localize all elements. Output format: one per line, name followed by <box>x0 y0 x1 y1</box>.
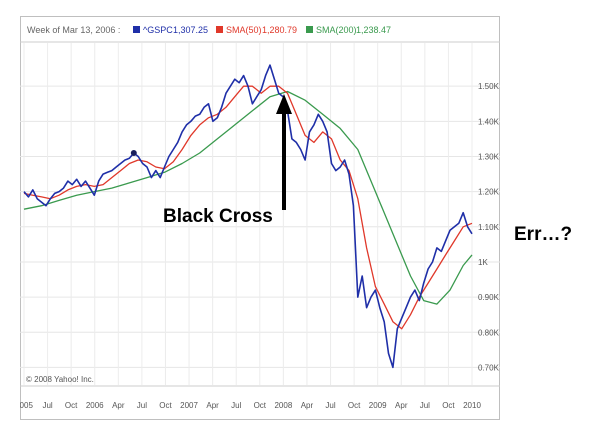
watermark: © 2008 Yahoo! Inc. <box>26 375 94 384</box>
x-tick-label: Apr <box>301 401 314 410</box>
legend-swatch-sma50 <box>216 26 223 33</box>
x-tick-label: 2008 <box>274 401 292 410</box>
y-tick-label: 0.90K <box>478 293 500 302</box>
x-tick-label: 2006 <box>86 401 104 410</box>
y-tick-label: 1.10K <box>478 223 500 232</box>
legend-key-sma200: SMA(200) <box>316 25 357 35</box>
chart-svg: Week of Mar 13, 2006 : ^GSPC 1,307.25 SM… <box>20 16 500 420</box>
x-tick-label: Jul <box>137 401 147 410</box>
x-tick-label: 2007 <box>180 401 198 410</box>
y-tick-label: 1K <box>478 258 488 267</box>
y-tick-label: 0.70K <box>478 363 500 372</box>
x-tick-label: Oct <box>159 401 172 410</box>
hover-marker-point <box>130 149 137 156</box>
price-chart: Week of Mar 13, 2006 : ^GSPC 1,307.25 SM… <box>20 16 500 420</box>
legend-swatch-sma200 <box>306 26 313 33</box>
x-tick-label: Oct <box>254 401 267 410</box>
x-tick-label: Jul <box>231 401 241 410</box>
annotation-err: Err…? <box>514 224 573 245</box>
x-tick-label: Apr <box>395 401 408 410</box>
legend-key-gspc: ^GSPC <box>143 25 173 35</box>
x-tick-label: 2010 <box>463 401 481 410</box>
x-tick-label: Jul <box>420 401 430 410</box>
legend-date: Week of Mar 13, 2006 : <box>27 25 120 35</box>
x-tick-label: Jul <box>42 401 52 410</box>
x-tick-label: Oct <box>348 401 361 410</box>
y-tick-label: 1.20K <box>478 188 500 197</box>
x-tick-label: Jul <box>325 401 335 410</box>
legend-value-gspc: 1,307.25 <box>173 25 208 35</box>
y-tick-label: 1.50K <box>478 82 500 91</box>
series-line-gspc <box>23 64 473 369</box>
x-tick-label: 2005 <box>20 401 33 410</box>
x-tick-label: Oct <box>442 401 455 410</box>
legend-bar: Week of Mar 13, 2006 : ^GSPC 1,307.25 SM… <box>27 25 391 35</box>
y-tick-label: 1.30K <box>478 152 500 161</box>
y-tick-label: 1.40K <box>478 117 500 126</box>
cross-arrow <box>276 94 292 210</box>
cross-arrow-head <box>276 94 292 114</box>
legend-value-sma200: 1,238.47 <box>356 25 391 35</box>
x-tick-label: 2009 <box>369 401 387 410</box>
x-tick-label: Apr <box>206 401 219 410</box>
annotation-black-cross: Black Cross <box>163 206 273 227</box>
y-axis-ticks: 1.50K 1.40K 1.30K 1.20K 1.10K 1K 0.90K 0.80K 0.7… <box>478 82 500 372</box>
legend-key-sma50: SMA(50) <box>226 25 262 35</box>
legend-value-sma50: 1,280.79 <box>262 25 297 35</box>
series-layer <box>23 64 473 369</box>
legend-swatch-gspc <box>133 26 140 33</box>
x-tick-label: Oct <box>65 401 78 410</box>
x-axis-ticks: 2005 Jul Oct 2006 Apr Jul Oct 2007 Apr Jul Oct 2008… <box>20 401 481 410</box>
x-tick-label: Apr <box>112 401 125 410</box>
y-tick-label: 0.80K <box>478 328 500 337</box>
series-line-sma200 <box>23 90 473 305</box>
